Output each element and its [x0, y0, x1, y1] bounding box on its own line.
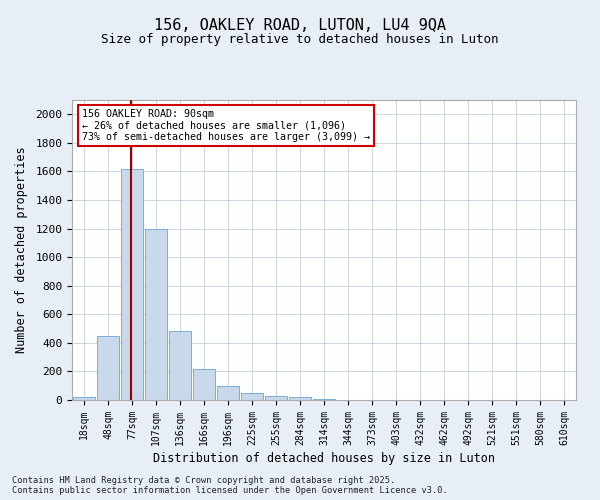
- Bar: [73, 397, 95, 400]
- Text: 156 OAKLEY ROAD: 90sqm
← 26% of detached houses are smaller (1,096)
73% of semi-: 156 OAKLEY ROAD: 90sqm ← 26% of detached…: [82, 109, 370, 142]
- Bar: [121, 168, 143, 400]
- Bar: [193, 368, 215, 400]
- Text: Size of property relative to detached houses in Luton: Size of property relative to detached ho…: [101, 32, 499, 46]
- Text: Contains HM Land Registry data © Crown copyright and database right 2025.
Contai: Contains HM Land Registry data © Crown c…: [12, 476, 448, 495]
- Bar: [241, 393, 263, 400]
- Bar: [145, 228, 167, 400]
- Bar: [289, 397, 311, 400]
- Bar: [169, 332, 191, 400]
- Bar: [265, 396, 287, 400]
- Y-axis label: Number of detached properties: Number of detached properties: [16, 146, 28, 354]
- Bar: [97, 336, 119, 400]
- Text: 156, OAKLEY ROAD, LUTON, LU4 9QA: 156, OAKLEY ROAD, LUTON, LU4 9QA: [154, 18, 446, 32]
- Bar: [217, 386, 239, 400]
- X-axis label: Distribution of detached houses by size in Luton: Distribution of detached houses by size …: [153, 452, 495, 465]
- Bar: [313, 398, 335, 400]
